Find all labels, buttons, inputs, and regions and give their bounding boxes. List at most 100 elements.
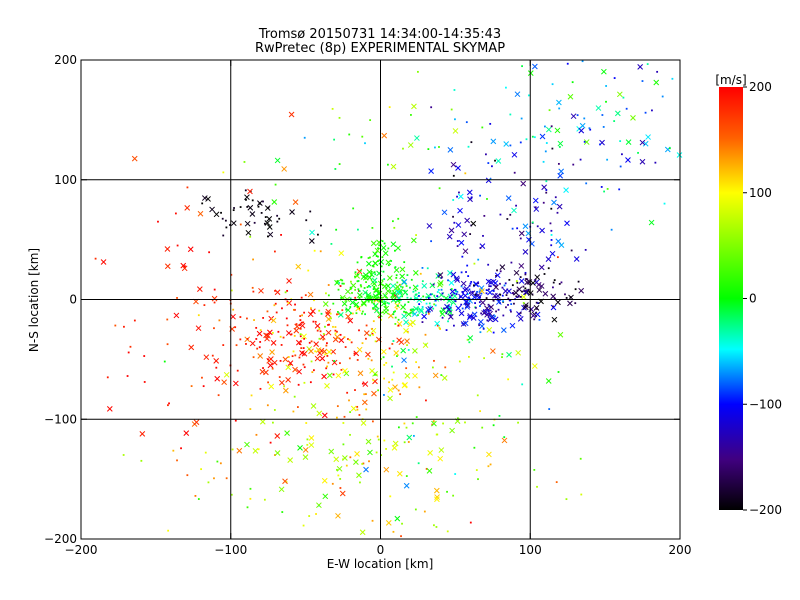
scatter-point (358, 329, 360, 332)
y-tick-label: 0 (69, 293, 77, 307)
scatter-point (396, 355, 398, 358)
scatter-point-x (266, 216, 273, 222)
scatter-point-x (399, 273, 406, 280)
scatter-point-x (341, 300, 348, 307)
scatter-point (396, 304, 399, 307)
scatter-point (478, 291, 481, 293)
scatter-point (375, 255, 378, 258)
scatter-point-x (532, 197, 539, 204)
scatter-point (405, 367, 408, 370)
scatter-point (401, 286, 404, 289)
scatter-point (505, 294, 508, 296)
scatter-point-x (390, 163, 397, 170)
scatter-point (499, 293, 502, 296)
scatter-point-x (515, 349, 522, 356)
scatter-point (273, 250, 276, 253)
scatter-point-x (578, 127, 585, 134)
scatter-point (383, 294, 386, 297)
scatter-point (432, 420, 435, 423)
scatter-point-x (252, 448, 259, 454)
scatter-point (525, 138, 528, 141)
scatter-point (335, 416, 338, 419)
scatter-point (524, 287, 527, 290)
scatter-point (186, 474, 189, 477)
scatter-point (456, 245, 459, 247)
scatter-point (387, 163, 389, 166)
scatter-point-x (434, 496, 440, 503)
scatter-point-x (503, 141, 510, 147)
scatter-point (287, 302, 290, 304)
scatter-point-x (557, 331, 564, 338)
scatter-point (461, 322, 464, 325)
scatter-point-x (535, 281, 542, 288)
scatter-point (383, 364, 386, 366)
scatter-point (521, 383, 524, 386)
scatter-point (234, 326, 237, 329)
scatter-point (235, 344, 238, 347)
scatter-point (319, 330, 322, 333)
scatter-point (454, 300, 457, 303)
scatter-point (367, 257, 370, 259)
scatter-point-x (244, 220, 251, 227)
scatter-point (334, 168, 337, 170)
scatter-point (555, 481, 558, 484)
scatter-point (277, 330, 280, 333)
scatter-point (482, 327, 485, 330)
scatter-point-x (448, 279, 455, 286)
scatter-point (281, 307, 283, 310)
scatter-point (439, 310, 442, 313)
x-tick-label: 100 (519, 543, 542, 557)
scatter-point-x (338, 337, 345, 344)
scatter-point-x (490, 138, 497, 145)
scatter-point (528, 237, 531, 240)
scatter-point (440, 374, 443, 376)
scatter-point (394, 310, 396, 313)
scatter-point-x (517, 315, 524, 322)
colorbar: [m/s] 200 100 0 −100 −200 (715, 73, 782, 517)
scatter-point (335, 281, 338, 284)
scatter-point (296, 406, 299, 408)
scatter-point (416, 285, 419, 287)
scatter-point (354, 288, 357, 291)
scatter-point (279, 359, 282, 362)
scatter-point (392, 313, 395, 316)
scatter-point (239, 316, 242, 318)
scatter-point (394, 249, 396, 252)
scatter-point-x (595, 105, 602, 111)
scatter-point (243, 161, 246, 163)
scatter-point-x (513, 289, 519, 296)
scatter-point-x (437, 272, 444, 278)
scatter-point (644, 111, 647, 114)
scatter-point (361, 312, 363, 315)
scatter-point (213, 301, 216, 304)
scatter-point (365, 337, 367, 340)
scatter-point (548, 109, 551, 112)
scatter-point (306, 443, 309, 446)
scatter-point (425, 302, 428, 305)
scatter-point (430, 240, 433, 243)
scatter-point-x (268, 356, 274, 362)
scatter-point (577, 280, 580, 283)
scatter-point (360, 256, 363, 259)
scatter-point (174, 212, 177, 215)
scatter-point-x (494, 272, 501, 279)
scatter-point-x (395, 289, 401, 295)
scatter-point (603, 190, 606, 193)
scatter-point (384, 302, 387, 305)
scatter-point (478, 324, 481, 327)
scatter-point (377, 247, 379, 250)
scatter-point (229, 224, 231, 226)
scatter-point (387, 264, 390, 267)
scatter-point-x (264, 205, 271, 211)
scatter-point-x (454, 277, 461, 283)
scatter-point-x (214, 375, 221, 382)
scatter-point-x (506, 351, 512, 358)
scatter-point (349, 288, 352, 291)
scatter-point-x (400, 347, 407, 354)
scatter-point (329, 312, 332, 315)
scatter-point-x (477, 318, 484, 325)
scatter-point-x (249, 340, 256, 347)
scatter-point-x (404, 338, 410, 345)
scatter-point (419, 272, 422, 275)
scatter-point (438, 146, 440, 148)
